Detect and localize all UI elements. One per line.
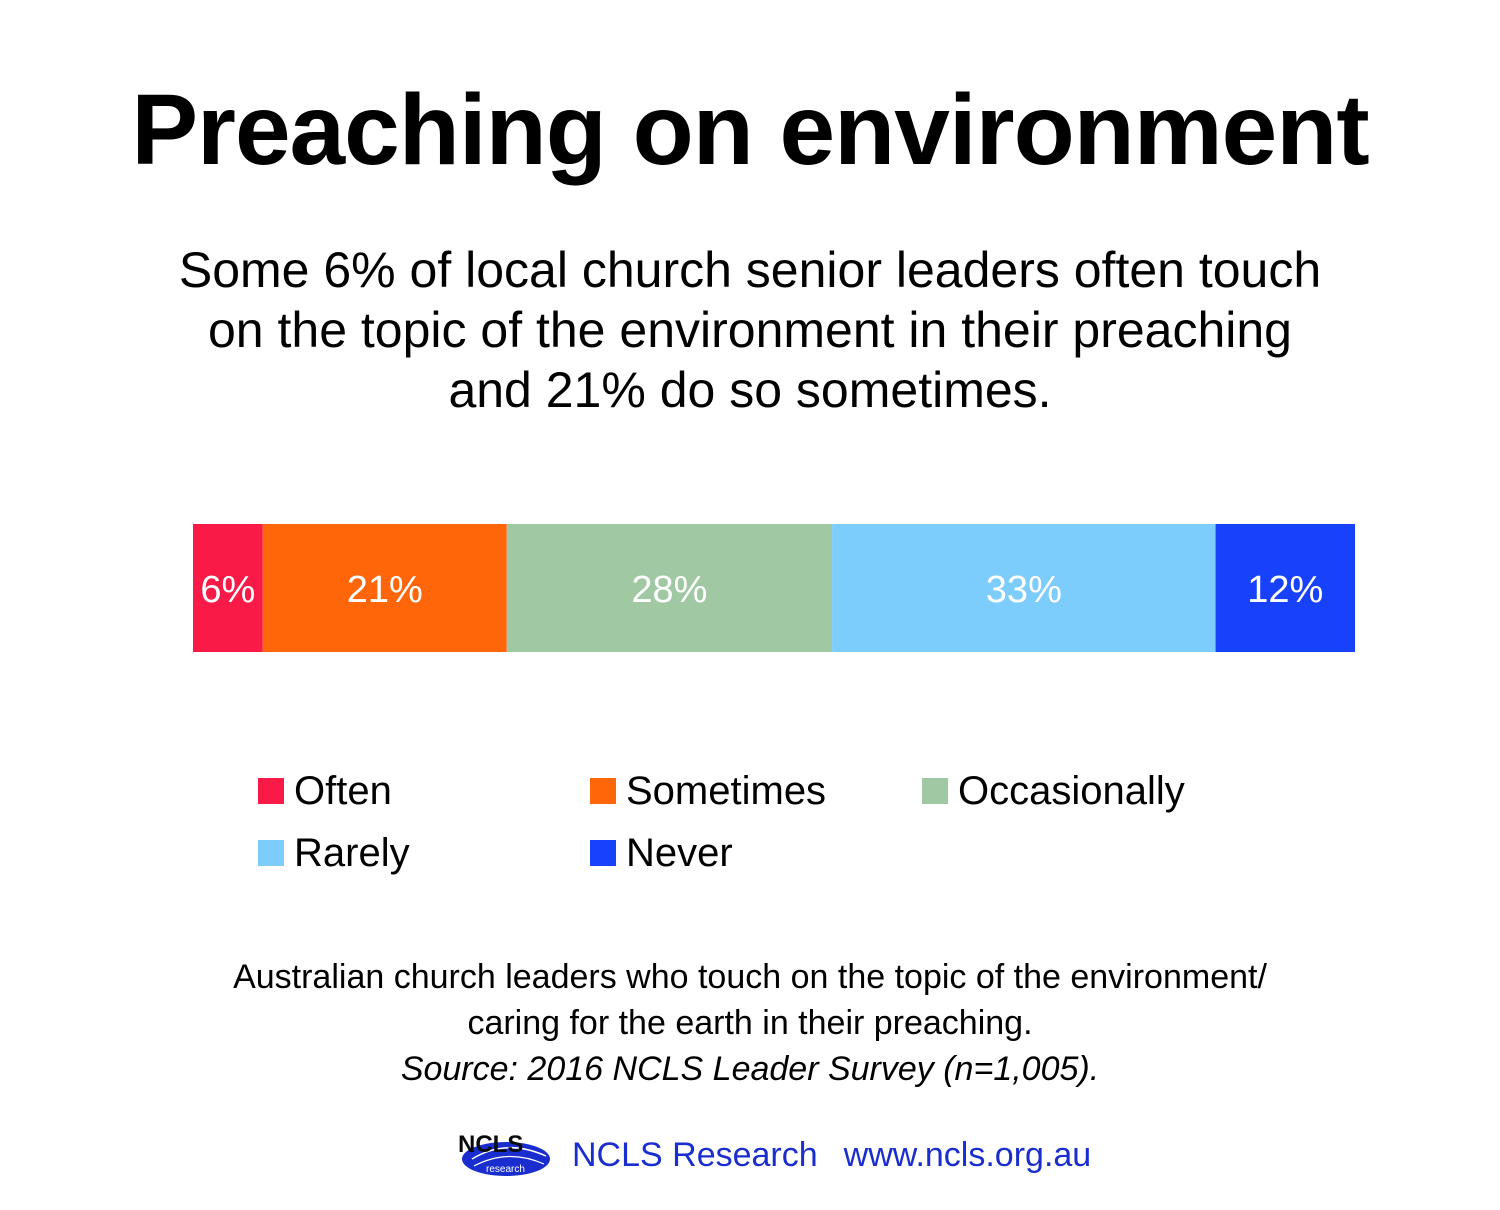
caption-line-2: caring for the earth in their preaching. [467, 1004, 1033, 1042]
footer-org-name: NCLS Research [572, 1135, 818, 1174]
legend-label-never: Never [626, 831, 733, 875]
legend-swatch-never [590, 840, 616, 866]
legend-label-sometimes: Sometimes [626, 769, 827, 813]
legend-item-sometimes: Sometimes [590, 768, 922, 814]
data-label-often: 6% [200, 569, 255, 611]
legend-item-often: Often [258, 768, 590, 814]
legend-item-rarely: Rarely [258, 830, 590, 876]
legend-swatch-occasionally [922, 778, 948, 804]
legend-label-often: Often [294, 769, 392, 813]
subtitle-line-2: on the topic of the environment in their… [207, 302, 1292, 358]
bar-segment-often [193, 524, 263, 652]
logo-globe-line-2 [473, 1155, 545, 1167]
stacked-bar-chart: 6% 21% 28% 33% 12% [193, 524, 1355, 652]
legend-swatch-sometimes [590, 778, 616, 804]
legend-label-occasionally: Occasionally [958, 769, 1185, 813]
legend-item-never: Never [590, 830, 922, 876]
legend-label-rarely: Rarely [294, 831, 410, 875]
data-label-never: 12% [1247, 569, 1323, 611]
bar-segment-sometimes [262, 524, 507, 652]
legend-item-occasionally: Occasionally [922, 768, 1254, 814]
data-label-occasionally: 28% [631, 569, 707, 611]
subtitle-line-3: and 21% do so sometimes. [448, 362, 1052, 418]
logo-subtext: research [486, 1164, 525, 1175]
logo-text: NCLS [458, 1131, 523, 1158]
legend-swatch-often [258, 778, 284, 804]
legend: Often Sometimes Occasionally Rarely Never [258, 768, 1258, 876]
ncls-logo: NCLS research [458, 1131, 550, 1176]
caption: Australian church leaders who touch on t… [0, 954, 1500, 1092]
data-label-sometimes: 21% [347, 569, 423, 611]
legend-swatch-rarely [258, 840, 284, 866]
subtitle-line-1: Some 6% of local church senior leaders o… [178, 242, 1322, 298]
bar-segment-rarely [832, 524, 1216, 652]
caption-source: Source: 2016 NCLS Leader Survey (n=1,005… [400, 1050, 1100, 1088]
logo-globe-line [471, 1146, 547, 1160]
caption-line-1: Australian church leaders who touch on t… [233, 958, 1267, 996]
data-label-rarely: 33% [986, 569, 1062, 611]
bar-segment-occasionally [506, 524, 833, 652]
chart-title: Preaching on environment [131, 74, 1369, 186]
bar-segment-never [1215, 524, 1355, 652]
footer-url-link[interactable]: www.ncls.org.au [843, 1135, 1092, 1174]
chart-subtitle: Some 6% of local church senior leaders o… [60, 240, 1440, 420]
footer: NCLS research NCLS Research www.ncls.org… [452, 1128, 1091, 1182]
